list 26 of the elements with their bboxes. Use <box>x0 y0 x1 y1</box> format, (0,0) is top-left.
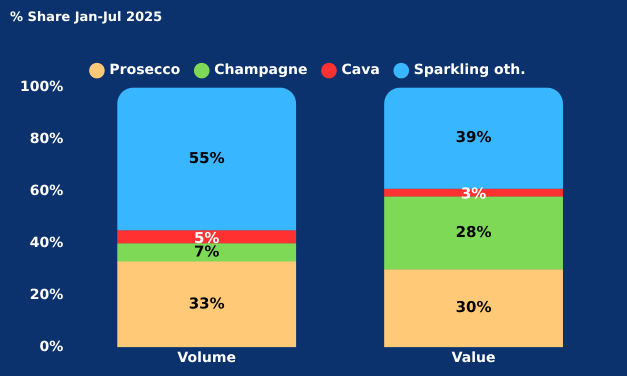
data-label: 39% <box>456 128 492 146</box>
data-label: 55% <box>188 148 225 167</box>
chart-title: % Share Jan-Jul 2025 <box>10 10 162 26</box>
legend-label: Sparkling oth. <box>414 62 526 78</box>
legend-label: Cava <box>341 62 380 78</box>
bar <box>384 269 563 348</box>
data-label: 7% <box>194 242 220 260</box>
bar <box>117 230 296 244</box>
legend-label: Champagne <box>214 62 308 78</box>
data-label: 33% <box>188 294 225 312</box>
y-tick-label: 100% <box>20 79 64 96</box>
bar <box>117 243 296 262</box>
data-label: 28% <box>456 222 492 241</box>
y-tick-label: 60% <box>30 183 64 200</box>
legend-label: Prosecco <box>109 62 181 78</box>
bar <box>117 262 296 348</box>
x-tick-label: Volume <box>177 350 236 366</box>
x-tick-label: Value <box>452 350 496 366</box>
data-label: 30% <box>456 298 492 316</box>
bar <box>384 88 563 189</box>
bar <box>384 188 563 197</box>
y-tick-label: 40% <box>30 235 64 251</box>
y-tick-label: 20% <box>30 286 64 303</box>
y-tick-label: 0% <box>39 338 64 355</box>
bar <box>117 88 296 230</box>
y-tick-label: 80% <box>30 131 64 148</box>
